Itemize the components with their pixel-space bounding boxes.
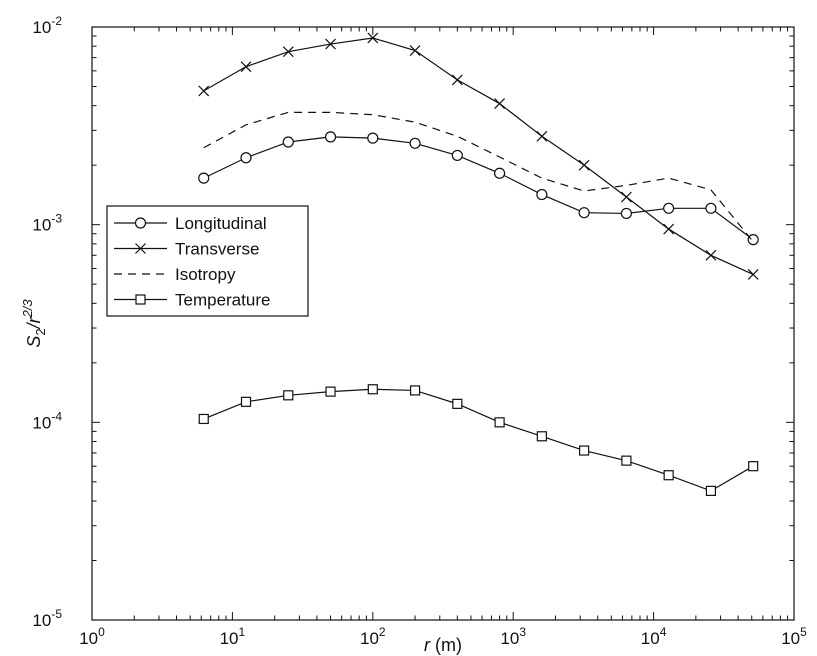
plot-area (91, 26, 795, 621)
data-point-temperature (536, 431, 547, 442)
x-tick-label-base: 10 (79, 629, 98, 648)
y-tick-label-base: 10 (32, 611, 51, 630)
axis-labels: r (m) S2/r2/3 (20, 299, 462, 655)
data-point-longitudinal (705, 202, 717, 214)
legend-label-longitudinal: Longitudinal (175, 214, 267, 233)
data-point-temperature (367, 384, 378, 395)
y-tick-label-base: 10 (32, 413, 51, 432)
x-tick-label-base: 10 (360, 629, 379, 648)
data-point-transverse (578, 159, 590, 171)
series-line-transverse (203, 37, 754, 275)
data-point-longitudinal (663, 202, 675, 214)
y-tick-label: 10-4 (32, 409, 62, 432)
y-tick-label-exp: -4 (51, 409, 62, 423)
x-tick-label-exp: 3 (519, 625, 526, 639)
data-point-longitudinal (324, 131, 337, 143)
y-tick-label-base: 10 (32, 216, 51, 235)
data-point-transverse (536, 130, 548, 142)
data-point-transverse (409, 45, 421, 56)
data-point-temperature (663, 470, 674, 481)
series-line-temperature (203, 388, 754, 492)
legend-label-temperature: Temperature (175, 291, 270, 310)
x-tick-label-base: 10 (220, 629, 239, 648)
x-tick-label-exp: 4 (660, 625, 667, 639)
data-point-temperature (198, 413, 209, 425)
legend-marker-transverse (135, 243, 146, 254)
y-axis-label-base: S (24, 336, 44, 348)
x-tick-label-base: 10 (500, 629, 519, 648)
data-point-longitudinal (240, 152, 252, 164)
x-tick-label-exp: 2 (379, 625, 386, 639)
data-point-temperature (452, 398, 463, 409)
y-axis-label-sup: 2/3 (20, 299, 35, 319)
y-tick-label: 10-5 (32, 607, 62, 630)
data-point-longitudinal (620, 207, 632, 220)
y-axis-label: S2/r2/3 (20, 299, 48, 348)
data-point-transverse (240, 61, 252, 73)
data-point-temperature (621, 455, 632, 466)
data-point-longitudinal (578, 207, 590, 219)
series-line-longitudinal (203, 136, 754, 241)
data-point-transverse (705, 249, 717, 261)
legend: Longitudinal Transverse Isotropy Temperatur… (106, 205, 309, 317)
y-tick-label-exp: -3 (51, 212, 62, 226)
x-tick-label-exp: 5 (800, 625, 807, 639)
y-tick-label-exp: -5 (51, 607, 62, 621)
data-point-transverse (282, 46, 294, 58)
data-point-longitudinal (367, 132, 379, 144)
y-tick-label-base: 10 (32, 18, 51, 37)
data-point-temperature (748, 461, 759, 472)
legend-marker-temperature (135, 294, 146, 305)
data-point-transverse (747, 269, 759, 280)
legend-label-transverse: Transverse (175, 240, 259, 259)
data-point-temperature (579, 445, 590, 456)
x-tick-label-exp: 0 (98, 625, 105, 639)
legend-marker-longitudinal (134, 217, 147, 229)
y-tick-label-exp: -2 (51, 14, 62, 28)
data-point-transverse (620, 191, 632, 203)
x-tick-label: 103 (500, 625, 526, 648)
data-point-transverse (663, 223, 675, 235)
x-tick-label-base: 10 (641, 629, 660, 648)
x-tick-label: 102 (360, 625, 386, 648)
x-axis-label-unit: (m) (430, 635, 462, 655)
data-point-transverse (494, 98, 506, 109)
data-point-transverse (325, 38, 336, 50)
data-point-longitudinal (282, 136, 294, 148)
y-tick-label: 10-3 (32, 212, 62, 235)
plot-frame (91, 26, 795, 621)
x-axis-label: r (m) (424, 635, 462, 655)
data-point-temperature (240, 396, 252, 407)
data-point-temperature (409, 385, 421, 396)
data-point-temperature (325, 386, 336, 397)
data-point-longitudinal (451, 149, 463, 162)
legend-label-isotropy: Isotropy (175, 265, 236, 284)
series-line-isotropy (203, 111, 754, 243)
data-point-longitudinal (747, 234, 759, 246)
data-point-longitudinal (198, 172, 210, 184)
x-tick-label-exp: 1 (239, 625, 246, 639)
data-point-temperature (705, 485, 717, 496)
x-tick-label: 100 (79, 625, 105, 648)
x-tick-label: 105 (781, 625, 807, 648)
data-point-longitudinal (536, 188, 548, 201)
data-point-temperature (283, 390, 294, 401)
y-axis-label-sub: 2 (33, 328, 48, 335)
x-tick-label: 101 (220, 625, 246, 648)
x-axis-label-var: r (424, 635, 431, 655)
data-point-transverse (367, 32, 379, 44)
data-point-temperature (494, 417, 505, 428)
y-axis-label-slash: /r (24, 316, 44, 330)
y-tick-label: 10-2 (32, 14, 62, 37)
data-point-transverse (451, 74, 463, 86)
data-point-longitudinal (493, 167, 506, 179)
x-tick-label: 104 (641, 625, 667, 648)
data-point-transverse (198, 85, 210, 97)
data-point-longitudinal (409, 137, 421, 149)
x-tick-label-base: 10 (781, 629, 800, 648)
